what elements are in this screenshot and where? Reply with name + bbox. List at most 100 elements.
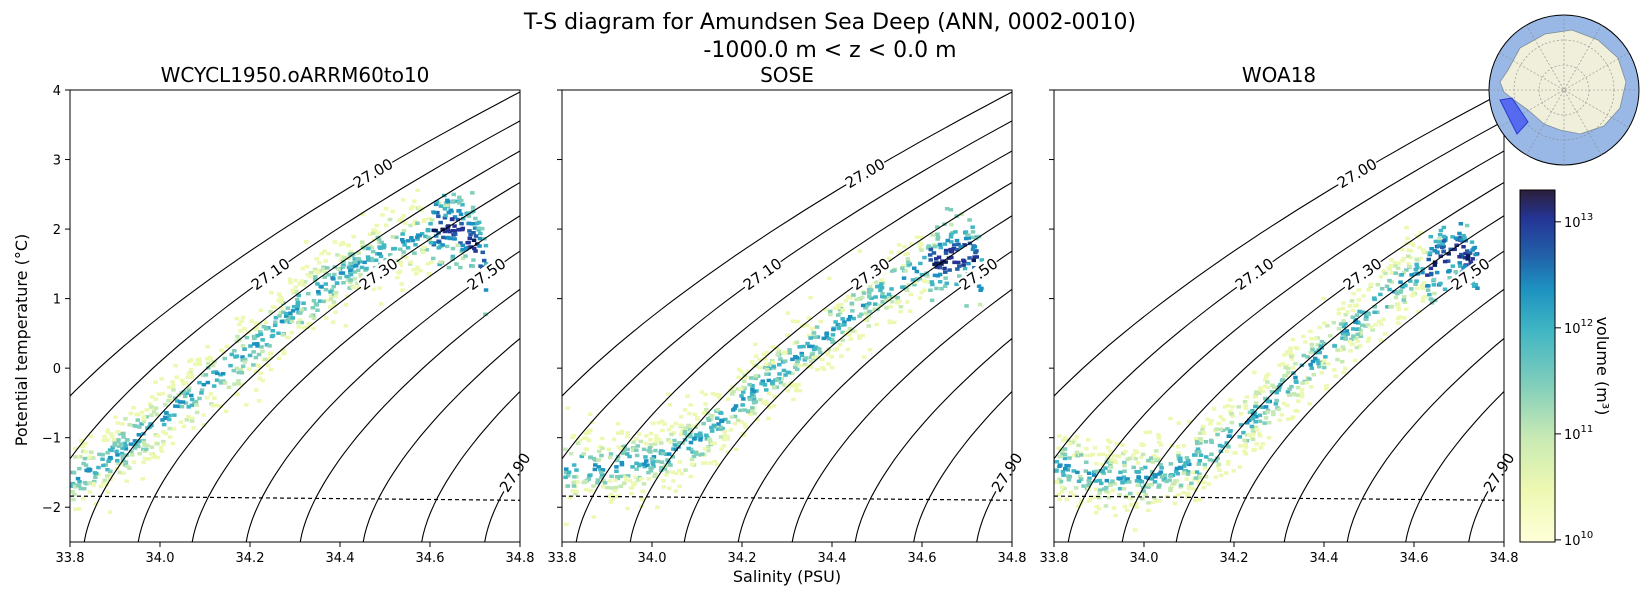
ts-cell [582, 480, 588, 484]
ts-cell [748, 412, 753, 416]
ts-cell [586, 438, 592, 443]
ts-cell [153, 380, 158, 384]
ts-cell [591, 515, 597, 519]
ts-cell [1288, 393, 1293, 397]
ts-cell [1260, 389, 1265, 394]
ts-cell [1267, 420, 1272, 425]
ts-cell [181, 390, 186, 394]
ts-cell [829, 365, 835, 370]
ts-cell [1332, 368, 1337, 372]
ts-cell [242, 360, 248, 364]
ts-cell [1307, 402, 1312, 406]
ts-cell [1141, 489, 1146, 493]
ts-cell [146, 457, 152, 461]
ts-cell [677, 441, 682, 445]
ts-cell [1328, 334, 1333, 338]
ts-cell [1307, 377, 1312, 381]
ts-cell [887, 319, 893, 323]
ts-cell [749, 392, 755, 397]
ts-cell [1406, 254, 1411, 258]
ts-cell [1242, 399, 1248, 404]
ts-cell [1288, 354, 1294, 359]
ts-cell [1432, 263, 1438, 267]
x-tick-label: 34.8 [998, 551, 1027, 566]
ts-cell [1131, 453, 1136, 457]
ts-cell [850, 329, 856, 333]
ts-cell [1238, 444, 1243, 448]
ts-cell [1301, 353, 1306, 358]
ts-cell [293, 278, 298, 283]
ts-cell [458, 265, 463, 270]
ts-cell [470, 191, 475, 195]
ts-cell [821, 336, 826, 341]
x-tick-label: 34.0 [146, 551, 175, 566]
ts-cell [332, 303, 337, 307]
ts-cell [1143, 484, 1148, 488]
ts-cell [1335, 348, 1340, 352]
ts-cell [1056, 446, 1061, 450]
contour-label-27.10: 27.10 [740, 254, 785, 294]
ts-cell [149, 445, 155, 449]
ts-cell [1418, 256, 1423, 261]
ts-cell [905, 260, 911, 264]
ts-cell [820, 366, 825, 370]
ts-cell [181, 424, 187, 429]
ts-cell [78, 486, 84, 491]
ts-cell [719, 447, 724, 451]
ts-cell [460, 227, 465, 232]
ts-cell [1365, 339, 1371, 343]
ts-cell [1134, 479, 1140, 483]
ts-cell [1158, 443, 1164, 447]
ts-cell [328, 290, 333, 294]
ts-cell [137, 452, 142, 456]
ts-cell [948, 208, 954, 212]
ts-cell [348, 278, 353, 282]
ts-cell [641, 482, 647, 486]
ts-cell [1225, 462, 1231, 466]
ts-cell [1094, 461, 1099, 466]
ts-cell [787, 348, 792, 352]
ts-cell [401, 240, 406, 244]
ts-cell [1100, 452, 1105, 456]
ts-cell [238, 329, 243, 333]
ts-cell [1060, 469, 1066, 474]
ts-cell [716, 395, 722, 400]
ts-cell [1152, 473, 1158, 477]
ts-cell [333, 310, 338, 314]
ts-cell [763, 399, 769, 404]
ts-cell [1136, 475, 1141, 479]
ts-cell [98, 484, 104, 489]
ts-cell [71, 497, 76, 502]
ts-cell [1281, 401, 1287, 406]
ts-cell [1427, 292, 1432, 297]
ts-cell [1146, 485, 1151, 489]
ts-cell [131, 406, 136, 410]
ts-cell [1087, 481, 1093, 485]
ts-cell [1244, 438, 1250, 443]
ts-cell [1465, 249, 1470, 253]
ts-cell [1400, 247, 1405, 252]
ts-cell [1420, 270, 1425, 275]
ts-cell [574, 468, 579, 472]
ts-cell [1351, 327, 1356, 331]
ts-cell [426, 272, 432, 276]
ts-cell [343, 324, 349, 328]
ts-cell [897, 250, 903, 255]
ts-cell [252, 342, 257, 346]
ts-cell [120, 446, 125, 450]
contour-label-27.90: 27.90 [988, 450, 1027, 496]
ts-cell [826, 362, 831, 366]
ts-cell [183, 381, 189, 385]
ts-cell [338, 242, 344, 247]
ts-cell [903, 269, 908, 273]
ts-cell [1237, 435, 1242, 439]
ts-cell [592, 467, 598, 472]
ts-cell [1251, 448, 1256, 452]
ts-cell [1311, 372, 1317, 377]
ts-cell [979, 258, 985, 262]
ts-cell [1431, 277, 1437, 282]
ts-cell [254, 388, 259, 392]
panel-title: WOA18 [1242, 63, 1316, 87]
colorbar-scale [1519, 189, 1556, 543]
